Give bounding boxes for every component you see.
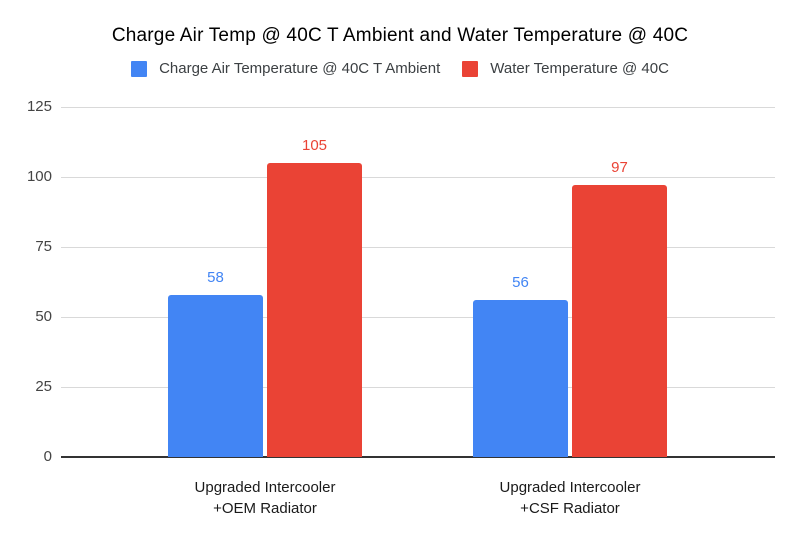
gridline-50	[61, 317, 775, 318]
y-tick-label-50: 50	[35, 308, 52, 325]
bar-series1-group1	[168, 295, 263, 457]
bar-series1-group2	[473, 300, 568, 457]
legend-label-water-temp: Water Temperature @ 40C	[490, 60, 669, 77]
legend-swatch-red-icon	[462, 60, 479, 77]
gridline-100	[61, 177, 775, 178]
bar-value-label-series2-group2: 97	[611, 159, 628, 176]
legend-item-charge-air-temp: Charge Air Temperature @ 40C T Ambient	[131, 60, 440, 77]
gridline-25	[61, 387, 775, 388]
x-axis-line	[61, 456, 775, 458]
y-tick-label-125: 125	[26, 98, 52, 115]
legend-swatch-blue-icon	[131, 60, 148, 77]
plot-area: 58 56 105 97	[61, 107, 775, 458]
legend-item-water-temp: Water Temperature @ 40C	[462, 60, 669, 77]
y-tick-label-25: 25	[35, 378, 52, 395]
legend-label-charge-air-temp: Charge Air Temperature @ 40C T Ambient	[159, 60, 441, 77]
y-tick-label-75: 75	[35, 238, 52, 255]
bar-value-label-series1-group2: 56	[512, 274, 529, 291]
gridline-125	[61, 107, 775, 108]
x-category-label-1: Upgraded Intercooler +OEM Radiator	[194, 479, 336, 517]
chart-title: Charge Air Temp @ 40C T Ambient and Wate…	[111, 25, 689, 46]
y-tick-label-0: 0	[43, 448, 52, 465]
bar-series2-group2	[572, 185, 667, 457]
bar-value-label-series1-group1: 58	[207, 269, 224, 286]
bar-value-label-series2-group1: 105	[301, 137, 328, 154]
chart-legend: Charge Air Temperature @ 40C T Ambient W…	[0, 60, 800, 77]
bar-series2-group1	[267, 163, 362, 457]
x-category-label-2: Upgraded Intercooler +CSF Radiator	[499, 479, 641, 517]
gridline-75	[61, 247, 775, 248]
y-tick-label-100: 100	[26, 168, 52, 185]
